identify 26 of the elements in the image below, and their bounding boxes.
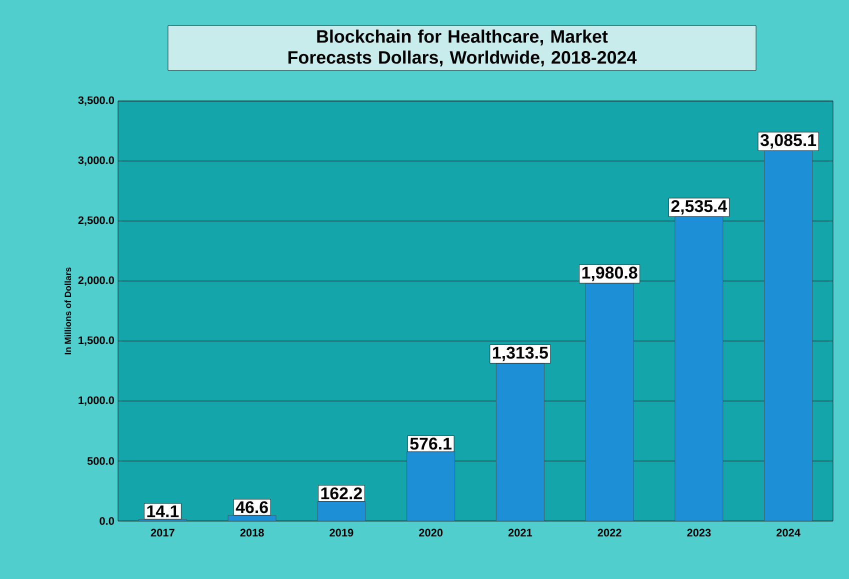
x-tick-label: 2019 [330, 528, 354, 537]
data-label: 14.1 [147, 505, 179, 518]
y-tick-label: 1,500.0 [78, 336, 114, 346]
y-tick-label: 500.0 [87, 457, 114, 465]
x-tick-label: 2023 [687, 528, 711, 537]
data-label: 576.1 [410, 438, 452, 450]
x-tick-label: 2022 [598, 528, 622, 537]
x-tick-label: 2018 [240, 528, 264, 537]
y-tick-label: 0.0 [100, 517, 114, 525]
x-tick-label: 2024 [776, 528, 800, 537]
data-label: 2,535.4 [671, 200, 728, 215]
data-label: 1,313.5 [493, 346, 548, 362]
x-tick-label: 2021 [508, 528, 532, 537]
x-tick-label: 2017 [150, 528, 174, 537]
x-tick-label: 2020 [419, 528, 443, 537]
y-tick-label: 2,500.0 [78, 216, 114, 226]
data-label: 3,085.1 [760, 134, 816, 149]
data-label: 1,980.8 [582, 266, 638, 282]
y-tick-label: 3,000.0 [78, 156, 114, 166]
y-axis-title: In Millions of Dollars [64, 268, 72, 354]
y-tick-label: 1,000.0 [78, 396, 114, 406]
y-tick-label: 2,000.0 [78, 276, 114, 286]
y-tick-label: 3,500.0 [78, 96, 114, 106]
chart-title: Blockchain for Healthcare, Market Forecasts Dollars, Worldwide, 2018-2024 [288, 30, 637, 66]
data-label: 46.6 [236, 501, 268, 514]
data-label: 162.2 [321, 487, 362, 500]
